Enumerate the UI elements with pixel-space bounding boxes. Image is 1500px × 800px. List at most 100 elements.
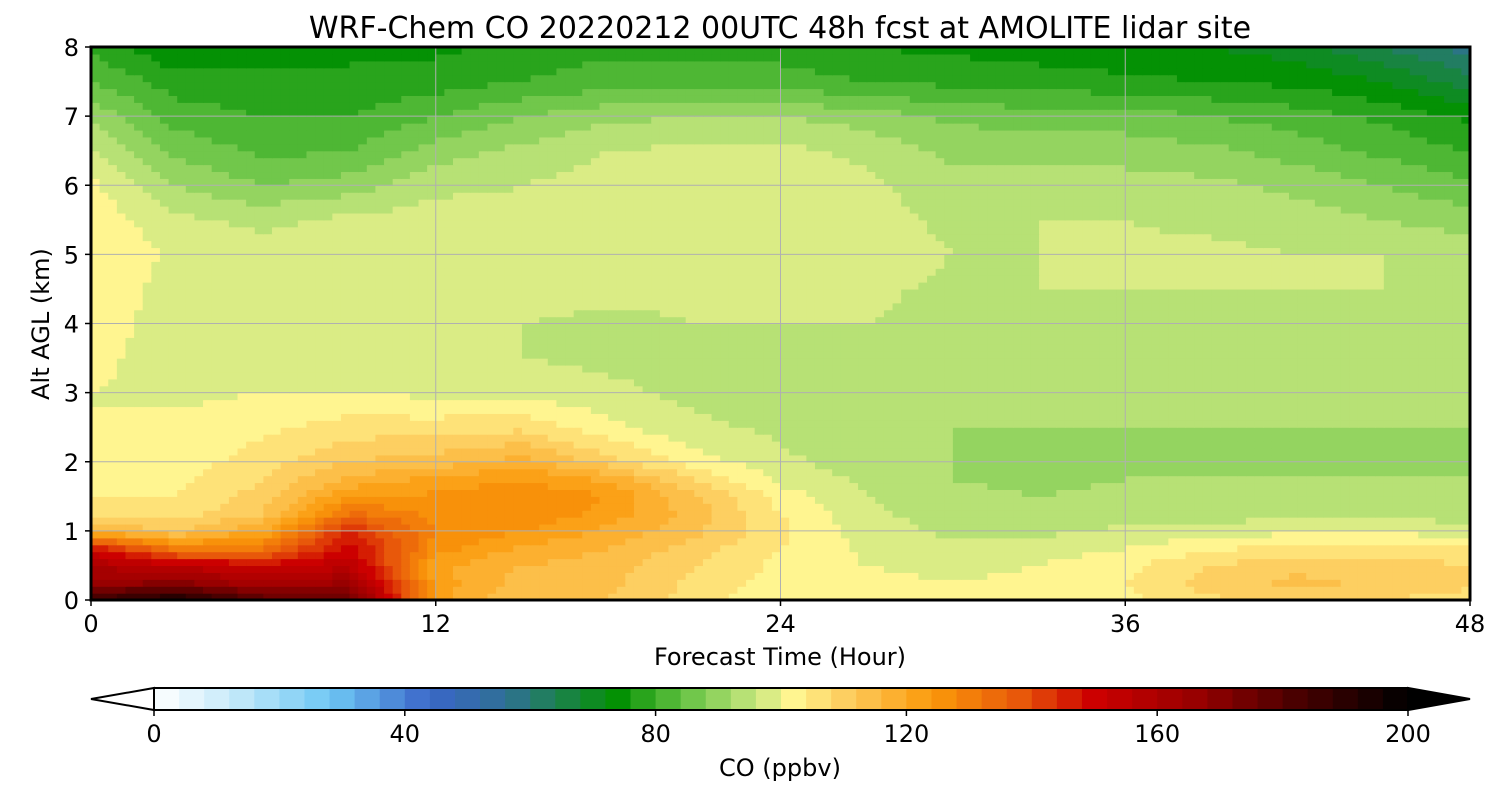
heatmap-cell (1176, 385, 1187, 394)
heatmap-cell (987, 475, 997, 484)
heatmap-cell (642, 572, 652, 580)
heatmap-cell (1228, 572, 1238, 580)
heatmap-cell (1056, 510, 1066, 518)
heatmap-cell (504, 468, 514, 477)
heatmap-cell (1245, 530, 1256, 539)
heatmap-cell (134, 461, 144, 470)
heatmap-cell (151, 434, 161, 442)
heatmap-cell (806, 482, 816, 490)
heatmap-cell (1271, 558, 1281, 567)
heatmap-cell (159, 503, 170, 511)
heatmap-cell (504, 503, 514, 511)
heatmap-cell (702, 454, 713, 463)
heatmap-cell (1004, 496, 1014, 504)
heatmap-cell (478, 399, 489, 408)
heatmap-cell (590, 475, 601, 484)
heatmap-cell (1245, 586, 1256, 594)
heatmap-cell (1159, 399, 1169, 408)
heatmap-cell (444, 572, 454, 580)
heatmap-cell (116, 475, 127, 484)
heatmap-cell (1366, 392, 1376, 401)
heatmap-cell (1461, 420, 1470, 428)
heatmap-cell (539, 551, 549, 560)
heatmap-cell (409, 503, 420, 511)
heatmap-cell (246, 399, 256, 408)
heatmap-cell (995, 489, 1006, 497)
heatmap-cell (995, 579, 1006, 587)
heatmap-cell (1357, 510, 1368, 518)
heatmap-cell (1323, 385, 1333, 394)
heatmap-cell (409, 413, 420, 421)
heatmap-cell (668, 441, 678, 449)
heatmap-cell (892, 385, 902, 394)
heatmap-cell (883, 565, 894, 573)
heatmap-cell (513, 565, 523, 573)
heatmap-cell (297, 572, 308, 580)
heatmap-cell (1280, 586, 1290, 594)
heatmap-cell (513, 523, 523, 532)
heatmap-cell (418, 392, 428, 401)
heatmap-cell (789, 565, 799, 573)
heatmap-cell (1056, 551, 1066, 560)
heatmap-cell (892, 551, 902, 560)
heatmap-cell (1220, 392, 1230, 401)
heatmap-cell (461, 413, 471, 421)
heatmap-cell (1289, 565, 1299, 573)
heatmap-cell (1039, 558, 1049, 567)
heatmap-cell (401, 517, 411, 525)
heatmap-cell (444, 482, 454, 490)
heatmap-cell (883, 510, 894, 518)
heatmap-cell (211, 427, 221, 435)
heatmap-cell (194, 510, 204, 518)
heatmap-cell (1073, 454, 1083, 463)
heatmap-cell (616, 558, 626, 567)
heatmap-cell (134, 551, 144, 560)
heatmap-cell (306, 544, 316, 553)
heatmap-cell (720, 461, 730, 470)
heatmap-cell (806, 427, 816, 435)
heatmap-cell (1323, 434, 1333, 442)
heatmap-cell (1185, 517, 1195, 525)
heatmap-cell (1461, 475, 1470, 484)
heatmap-cell (995, 461, 1006, 470)
heatmap-cell (1401, 420, 1411, 428)
heatmap-cell (1297, 593, 1307, 600)
heatmap-cell (1202, 517, 1213, 525)
heatmap-cell (159, 510, 170, 518)
heatmap-cell (633, 551, 644, 560)
heatmap-cell (1332, 468, 1342, 477)
heatmap-cell (427, 558, 437, 567)
heatmap-cell (1426, 593, 1437, 600)
heatmap-cell (1297, 392, 1307, 401)
heatmap-cell (427, 565, 437, 573)
heatmap-cell (1289, 482, 1299, 490)
heatmap-cell (1375, 413, 1385, 421)
heatmap-cell (668, 454, 678, 463)
heatmap-cell (1323, 565, 1333, 573)
heatmap-cell (228, 551, 239, 560)
heatmap-cell (1004, 558, 1014, 567)
heatmap-cell (1401, 427, 1411, 435)
heatmap-cell (1108, 593, 1118, 600)
heatmap-cell (866, 579, 876, 587)
heatmap-cell (1220, 434, 1230, 442)
heatmap-cell (1073, 441, 1083, 449)
heatmap-cell (1271, 392, 1281, 401)
heatmap-cell (297, 496, 308, 504)
heatmap-cell (375, 406, 385, 414)
heatmap-cell (565, 572, 575, 580)
heatmap-cell (461, 565, 471, 573)
heatmap-cell (849, 523, 859, 532)
heatmap-cell (987, 399, 997, 408)
heatmap-cell (901, 427, 911, 435)
heatmap-cell (142, 427, 152, 435)
heatmap-cell (530, 530, 540, 539)
heatmap-cell (1056, 399, 1066, 408)
heatmap-cell (125, 447, 135, 456)
heatmap-cell (125, 586, 135, 594)
heatmap-cell (1142, 461, 1152, 470)
heatmap-cell (1444, 475, 1454, 484)
heatmap-cell (427, 586, 437, 594)
heatmap-cell (642, 406, 652, 414)
heatmap-cell (763, 406, 773, 414)
